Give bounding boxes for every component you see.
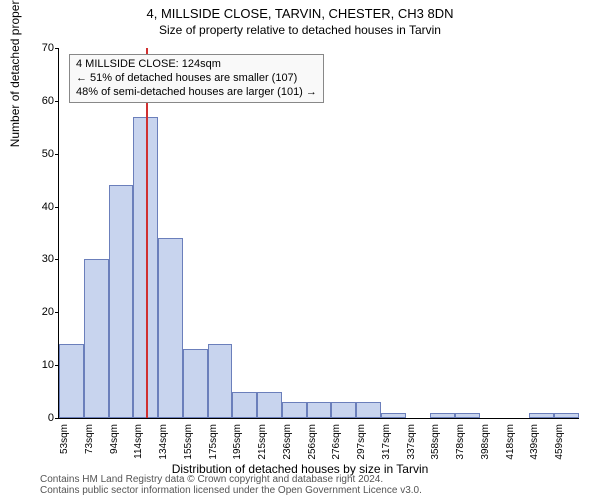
y-tick-label: 60	[29, 95, 54, 107]
x-tick-label: 215sqm	[257, 424, 268, 464]
x-tick-label: 398sqm	[480, 424, 491, 464]
histogram-bar	[232, 392, 257, 418]
x-tick-label: 256sqm	[307, 424, 318, 464]
reference-line	[146, 48, 148, 418]
histogram-bar	[430, 413, 455, 418]
histogram-bar	[529, 413, 554, 418]
y-tick-label: 40	[29, 201, 54, 213]
callout-line2: ← 51% of detached houses are smaller (10…	[76, 72, 317, 86]
histogram-bar	[554, 413, 579, 418]
y-tick-label: 50	[29, 148, 54, 160]
y-tick-mark	[55, 101, 59, 102]
x-tick-label: 195sqm	[232, 424, 243, 464]
x-tick-label: 317sqm	[381, 424, 392, 464]
x-tick-label: 358sqm	[430, 424, 441, 464]
y-tick-label: 0	[29, 412, 54, 424]
histogram-bar	[356, 402, 381, 418]
x-tick-label: 297sqm	[356, 424, 367, 464]
x-tick-label: 236sqm	[282, 424, 293, 464]
footer-line2: Contains public sector information licen…	[40, 485, 422, 496]
callout-box: 4 MILLSIDE CLOSE: 124sqm ← 51% of detach…	[69, 54, 324, 103]
x-tick-label: 337sqm	[406, 424, 417, 464]
y-tick-mark	[55, 48, 59, 49]
x-tick-label: 418sqm	[505, 424, 516, 464]
histogram-bar	[84, 259, 109, 418]
chart-title-sub: Size of property relative to detached ho…	[0, 21, 600, 37]
histogram-bar	[331, 402, 356, 418]
bars-container	[59, 48, 579, 418]
histogram-bar	[59, 344, 84, 418]
x-tick-label: 155sqm	[183, 424, 194, 464]
x-tick-label: 73sqm	[84, 424, 95, 464]
histogram-bar	[257, 392, 282, 418]
plot-area: 010203040506070 53sqm73sqm94sqm114sqm134…	[58, 48, 579, 419]
histogram-bar	[282, 402, 307, 418]
callout-line1: 4 MILLSIDE CLOSE: 124sqm	[76, 58, 317, 72]
x-tick-label: 459sqm	[554, 424, 565, 464]
y-tick-mark	[55, 418, 59, 419]
y-tick-label: 30	[29, 253, 54, 265]
y-tick-label: 20	[29, 306, 54, 318]
y-axis-label: Number of detached properties	[8, 0, 22, 147]
x-tick-label: 276sqm	[331, 424, 342, 464]
y-tick-mark	[55, 154, 59, 155]
y-tick-mark	[55, 312, 59, 313]
x-tick-label: 439sqm	[529, 424, 540, 464]
histogram-bar	[455, 413, 480, 418]
y-tick-mark	[55, 207, 59, 208]
histogram-bar	[158, 238, 183, 418]
y-tick-label: 70	[29, 42, 54, 54]
footer-attribution: Contains HM Land Registry data © Crown c…	[40, 474, 422, 496]
y-tick-mark	[55, 365, 59, 366]
histogram-bar	[307, 402, 332, 418]
chart-title-main: 4, MILLSIDE CLOSE, TARVIN, CHESTER, CH3 …	[0, 0, 600, 21]
footer-line1: Contains HM Land Registry data © Crown c…	[40, 474, 422, 485]
callout-line3: 48% of semi-detached houses are larger (…	[76, 86, 317, 100]
histogram-bar	[183, 349, 208, 418]
y-tick-mark	[55, 259, 59, 260]
x-tick-label: 175sqm	[208, 424, 219, 464]
histogram-bar	[208, 344, 233, 418]
x-tick-label: 114sqm	[133, 424, 144, 464]
x-tick-label: 134sqm	[158, 424, 169, 464]
histogram-bar	[109, 185, 134, 418]
y-tick-label: 10	[29, 359, 54, 371]
x-tick-label: 378sqm	[455, 424, 466, 464]
x-tick-label: 94sqm	[109, 424, 120, 464]
x-tick-label: 53sqm	[59, 424, 70, 464]
histogram-bar	[381, 413, 406, 418]
